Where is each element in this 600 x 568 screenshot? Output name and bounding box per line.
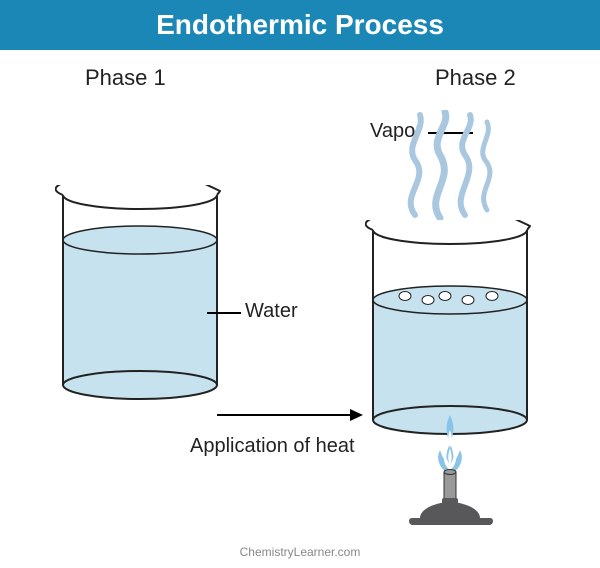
arrow-label: Application of heat	[190, 435, 355, 458]
bunsen-burner	[390, 410, 510, 530]
process-arrow	[215, 405, 365, 425]
beaker-phase-1	[55, 185, 225, 405]
phase-2-label: Phase 2	[435, 65, 516, 91]
vapor-graphic	[385, 110, 515, 220]
diagram-container: Endothermic Process Phase 1 Phase 2 Vapo…	[0, 0, 600, 568]
water-label: Water	[245, 300, 298, 323]
phase-1-label: Phase 1	[85, 65, 166, 91]
title-text: Endothermic Process	[156, 9, 444, 41]
beaker-phase-2	[365, 220, 535, 440]
credit-text: ChemistryLearner.com	[0, 545, 600, 559]
water-annotation-line	[207, 312, 241, 314]
title-bar: Endothermic Process	[0, 0, 600, 50]
